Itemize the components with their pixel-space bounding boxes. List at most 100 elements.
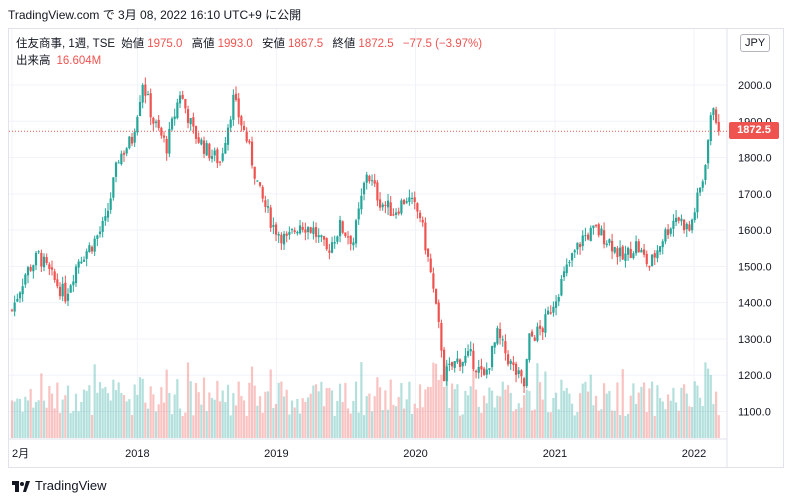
candle-body-2019-12-16 <box>408 197 411 203</box>
candle-body-2019-09-30 <box>378 199 382 208</box>
volume-bar-2018-12-03 <box>264 391 267 438</box>
candle-body-2019-03-18 <box>304 229 307 233</box>
candle-body-2019-08-05 <box>357 208 360 220</box>
candle-body-2017-12-04 <box>125 148 128 154</box>
volume-bar-2019-08-12 <box>360 362 363 438</box>
candle-body-2019-03-25 <box>306 227 310 233</box>
volume-bar-2021-05-03 <box>600 409 603 438</box>
volume-bar-2021-09-20 <box>653 415 656 438</box>
change-value: −77.5 (−3.97%) <box>402 38 483 50</box>
volume-bar-2019-11-11 <box>394 406 398 438</box>
volume-bar-2020-03-30 <box>448 407 451 438</box>
volume-bar-2022-03-07 <box>717 415 720 438</box>
tradingview-logo-icon <box>12 480 30 492</box>
candle-body-2020-11-09 <box>533 337 536 341</box>
candle-body-2021-06-07 <box>613 247 616 253</box>
x-tick-label: 2022 <box>682 448 706 460</box>
candle-body-2021-06-28 <box>621 246 624 260</box>
candle-body-2019-10-21 <box>386 200 390 208</box>
volume-bar-2017-07-03 <box>66 385 70 438</box>
candle-body-2020-04-20 <box>456 358 459 363</box>
volume-bar-2019-05-27 <box>330 390 334 438</box>
footer-brand[interactable]: TradingView <box>12 478 107 493</box>
candle-body-2021-02-08 <box>568 262 571 264</box>
footer-brand-label: TradingView <box>35 478 107 493</box>
candle-body-2019-02-11 <box>290 229 294 231</box>
volume-bar-2017-03-13 <box>24 396 27 438</box>
volume-bar-2018-11-26 <box>261 412 264 438</box>
candle-body-2019-02-25 <box>296 231 299 234</box>
volume-bar-2020-07-20 <box>490 390 494 438</box>
candle-body-2017-04-17 <box>37 251 40 253</box>
volume-bar-2020-06-29 <box>482 395 486 438</box>
volume-bar-2020-03-23 <box>445 363 448 438</box>
x-tick-label: 2021 <box>543 448 567 460</box>
candle-body-2022-01-03 <box>693 212 696 220</box>
volume-legend: 出来高 16.604M <box>16 52 101 68</box>
volume-bar-2019-12-30 <box>413 403 416 438</box>
candle-body-2021-10-25 <box>666 229 670 235</box>
candle-body-2020-11-30 <box>541 328 544 333</box>
volume-bar-2020-03-02 <box>437 379 440 438</box>
volume-bar-2020-07-13 <box>488 387 491 438</box>
candle-body-2018-07-23 <box>213 150 216 156</box>
volume-label: 出来高 <box>16 55 51 67</box>
symbol-label[interactable]: 住友商事, 1週, TSE <box>16 38 116 50</box>
candle-body-2021-10-18 <box>664 229 667 242</box>
volume-bar-2021-04-05 <box>589 374 592 438</box>
volume-bar-2017-05-15 <box>48 385 51 438</box>
candle-body-2020-12-07 <box>544 314 547 333</box>
candle-body-2021-07-12 <box>626 247 630 255</box>
candle-body-2019-11-04 <box>392 214 395 216</box>
candle-body-2019-03-11 <box>301 226 304 230</box>
candle-body-2018-12-24 <box>272 225 275 227</box>
volume-bar-2022-02-28 <box>714 391 718 438</box>
candle-body-2017-10-09 <box>104 216 107 221</box>
volume-bar-2019-11-04 <box>392 404 395 438</box>
candle-body-2019-10-14 <box>384 204 387 206</box>
candle-body-2017-12-25 <box>133 132 136 143</box>
volume-bar-2018-10-22 <box>248 382 251 438</box>
y-tick-label: 1300.0 <box>738 334 772 346</box>
volume-bar-2017-05-29 <box>53 408 56 438</box>
candle-body-2021-08-30 <box>645 253 648 265</box>
volume-bar-2019-02-11 <box>290 400 294 438</box>
volume-bar-2017-09-25 <box>98 382 102 438</box>
volume-bar-2020-08-17 <box>501 381 504 438</box>
candle-body-2018-07-16 <box>210 156 214 159</box>
candle-body-2022-01-24 <box>701 181 704 188</box>
volume-bar-2017-03-06 <box>21 411 24 438</box>
volume-bar-2020-11-02 <box>530 410 534 438</box>
volume-bar-2018-02-26 <box>157 404 160 438</box>
candle-body-2018-11-12 <box>256 180 259 182</box>
volume-bar-2019-07-15 <box>349 413 352 438</box>
volume-bar-2018-08-27 <box>226 384 230 438</box>
candle-body-2021-01-11 <box>557 296 560 302</box>
volume-bar-2021-02-01 <box>565 388 568 438</box>
volume-bar-2019-03-11 <box>301 398 304 438</box>
candle-body-2021-05-31 <box>610 240 614 252</box>
volume-bar-2021-03-15 <box>581 383 584 438</box>
candle-body-2017-06-12 <box>58 286 62 297</box>
candle-body-2019-04-08 <box>312 227 315 234</box>
candle-body-2018-02-12 <box>152 117 155 124</box>
candle-body-2021-09-27 <box>656 250 659 259</box>
volume-bar-2018-05-14 <box>186 362 190 438</box>
candle-body-2021-08-09 <box>637 241 640 253</box>
volume-bar-2018-02-05 <box>149 386 152 438</box>
candle-body-2017-02-13 <box>13 302 16 312</box>
volume-bar-2019-12-02 <box>402 408 406 438</box>
candle-body-2017-11-13 <box>117 162 120 164</box>
candle-body-2019-02-04 <box>288 231 291 235</box>
currency-button[interactable]: JPY <box>740 34 771 52</box>
y-tick-label: 2000.0 <box>738 80 772 92</box>
candle-body-2021-02-15 <box>570 253 574 261</box>
volume-bar-2019-10-14 <box>384 390 387 438</box>
volume-bar-2018-03-12 <box>162 402 166 438</box>
volume-bar-2018-11-19 <box>258 396 262 438</box>
candle-body-2020-03-16 <box>442 349 446 382</box>
volume-bar-2021-05-31 <box>610 410 614 438</box>
volume-bar-2021-01-25 <box>562 390 566 438</box>
volume-bar-2017-06-19 <box>61 399 64 438</box>
